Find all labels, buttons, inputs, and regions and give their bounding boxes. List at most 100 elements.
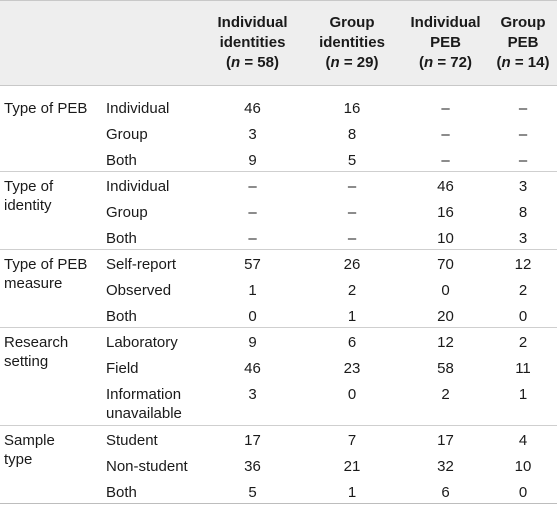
table-row: Observed 1 2 0 2 — [0, 276, 557, 302]
header-n-value: = 14 — [510, 54, 545, 71]
value-cell: 36 — [244, 457, 261, 475]
row-label: Both — [101, 223, 203, 250]
value-cell: 2 — [402, 379, 489, 426]
value-cell: 12 — [514, 256, 532, 273]
category-cell — [0, 477, 101, 504]
category-label: type — [4, 451, 33, 468]
row-label-text: Observed — [106, 281, 172, 299]
table-row: Type of identity Individual – – 46 3 — [0, 172, 557, 214]
value-cell: 12 — [437, 334, 454, 351]
value-cell: 7 — [347, 432, 357, 449]
row-label: Observed — [101, 276, 203, 302]
table-row: Type of PEB Individual 46 16 – – — [0, 94, 557, 120]
table-row: Type of PEB measure Self-report 57 26 70 12 — [0, 250, 557, 292]
category-cell: Type of identity — [0, 172, 101, 214]
data-table: Individual identities (n = 58) Group ide… — [0, 0, 557, 504]
value-cell: 0 — [441, 281, 450, 299]
header-group-identities: Group identities (n = 29) — [302, 0, 402, 86]
row-label: Laboratory — [101, 328, 203, 354]
value-cell: 32 — [437, 457, 454, 475]
header-line1: Individual — [410, 14, 481, 31]
value-cell: – — [518, 125, 528, 143]
row-label: Student — [101, 426, 203, 452]
row-label-text: Both — [106, 229, 137, 247]
value-cell: 6 — [402, 477, 489, 504]
header-line1: Group — [500, 14, 546, 31]
table-row: Both 9 5– – — [0, 145, 557, 172]
table-row: Sample type Student 17 7 17 4 — [0, 426, 557, 468]
category-cell — [0, 301, 101, 328]
header-group-peb: Group PEB (n = 14) — [489, 0, 557, 86]
spacer-row — [0, 86, 557, 94]
header-line1: Group — [329, 14, 375, 31]
row-label: Individual — [101, 94, 203, 120]
row-label-text: Individual — [106, 178, 170, 195]
row-label-text: Self-report — [106, 256, 177, 273]
category-cell — [0, 145, 101, 172]
value-cell: 0 — [302, 379, 402, 426]
value-cell: 16 — [437, 203, 454, 221]
value-cell: 9 — [203, 145, 302, 172]
row-label-text: Student — [106, 432, 158, 449]
table-row: Group 3 8 – – — [0, 120, 557, 146]
value-cell: – — [248, 203, 257, 221]
value-cell: – — [402, 145, 489, 172]
value-cell: 3 — [203, 379, 302, 426]
value-cell: 2 — [518, 281, 528, 299]
header-n: (n = 58) — [226, 54, 279, 71]
header-n-value: = 29 — [339, 54, 374, 71]
value-cell: 8 — [518, 203, 528, 221]
category-label: Sample — [4, 432, 55, 449]
value-cell: 46 — [244, 359, 261, 377]
category-label: setting — [4, 353, 49, 370]
value-cell: 3 — [518, 178, 528, 195]
header-n: (n = 29) — [325, 54, 379, 71]
table-header: Individual identities (n = 58) Group ide… — [0, 0, 557, 86]
value-cell: 17 — [437, 432, 454, 449]
value-cell: 70 — [437, 256, 454, 273]
header-empty-cell — [101, 0, 203, 86]
header-n-label: n — [231, 54, 241, 71]
row-label-text: Non-student — [106, 457, 188, 475]
header-n-label: n — [330, 54, 340, 71]
row-label: Both — [101, 301, 203, 328]
row-label: Information unavailable — [101, 379, 203, 426]
row-label-text: Individual — [106, 99, 170, 117]
value-cell: – — [441, 99, 450, 117]
value-cell: 1 — [302, 301, 402, 328]
header-n-value: = 58 — [240, 54, 274, 71]
category-label: Type of PEB — [4, 256, 88, 273]
value-cell: 0 — [203, 301, 302, 328]
value-cell: – — [347, 178, 357, 195]
table-body: Type of PEB Individual 46 16– – Group 3 8– – Both… — [0, 86, 557, 504]
value-cell: 2 — [518, 334, 528, 351]
category-label: identity — [4, 197, 52, 214]
value-cell: – — [441, 125, 450, 143]
header-n-label: n — [501, 54, 511, 71]
category-label: Type of — [4, 178, 54, 195]
row-label-text: Both — [106, 307, 137, 325]
value-cell: 6 — [347, 334, 357, 351]
value-cell: – — [203, 223, 302, 250]
category-cell: Type of PEB measure — [0, 250, 101, 292]
table-row: Non-student 36 21 32 10 — [0, 452, 557, 478]
value-cell: – — [248, 178, 257, 195]
row-label: Both — [101, 477, 203, 504]
value-cell: 1 — [248, 281, 257, 299]
category-cell — [0, 120, 101, 146]
value-cell: – — [347, 203, 357, 221]
value-cell: 0 — [489, 301, 557, 328]
row-label: Group — [101, 120, 203, 146]
header-individual-identities: Individual identities (n = 58) — [203, 0, 302, 86]
value-cell: 10 — [514, 457, 532, 475]
value-cell: – — [489, 145, 557, 172]
row-label: Non-student — [101, 452, 203, 478]
row-label-text: Both — [106, 483, 137, 501]
table-row: Both 5 1 6 0 — [0, 477, 557, 504]
value-cell: 1 — [489, 379, 557, 426]
header-n-label: n — [424, 54, 434, 71]
category-cell — [0, 223, 101, 250]
row-label-text: Group — [106, 203, 148, 221]
table-row: Both – –10 3 — [0, 223, 557, 250]
value-cell: 46 — [437, 178, 454, 195]
